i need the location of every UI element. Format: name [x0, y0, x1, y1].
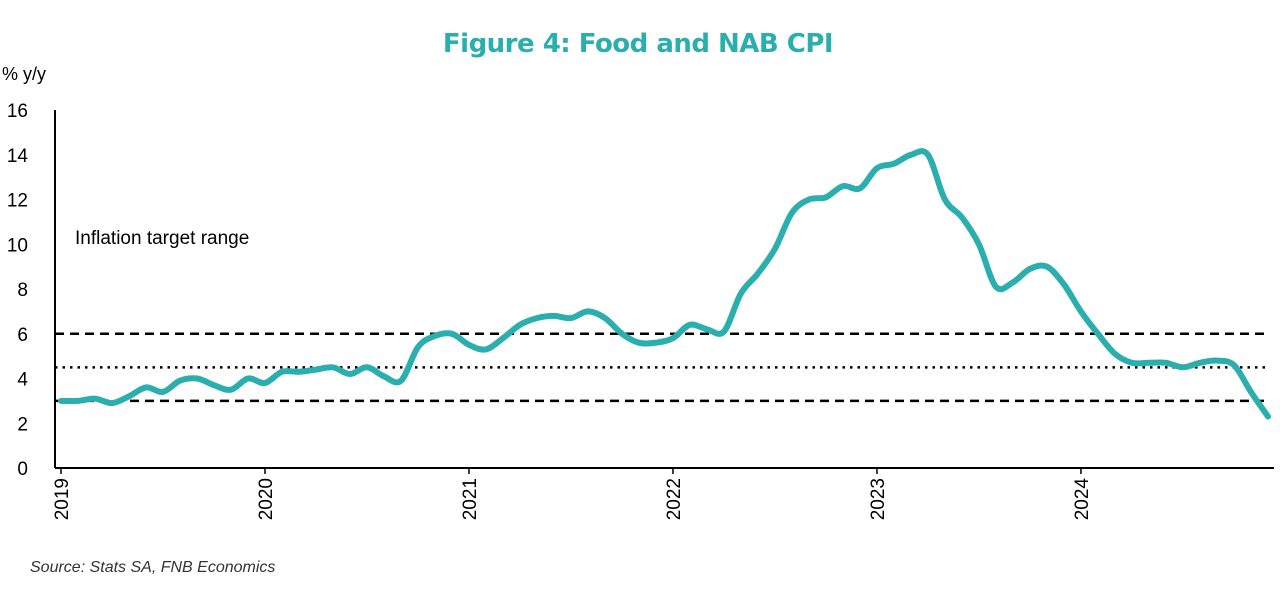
y-tick-label: 2	[17, 414, 28, 435]
x-tick-label: 2023	[868, 478, 889, 520]
chart-source: Source: Stats SA, FNB Economics	[30, 559, 275, 576]
x-tick-label: 2022	[664, 478, 685, 520]
y-tick-label: 0	[17, 459, 28, 480]
y-tick-label: 8	[17, 280, 28, 301]
y-axis-ticks: 0 2 4 6 8 10 12 14 16	[7, 101, 29, 480]
series-line	[58, 148, 1271, 420]
x-tick-label: 2021	[460, 478, 481, 520]
y-axis-label: % y/y	[2, 64, 46, 84]
y-tick-label: 4	[17, 370, 28, 391]
x-tick-label: 2024	[1072, 478, 1093, 521]
series-group	[58, 148, 1271, 420]
y-tick-label: 16	[7, 101, 28, 122]
inflation-target-annotation: Inflation target range	[75, 228, 249, 249]
y-tick-label: 6	[17, 325, 28, 346]
y-tick-label: 12	[7, 191, 28, 212]
reference-lines	[55, 332, 1270, 403]
y-tick-label: 10	[7, 235, 28, 256]
axes	[54, 110, 1274, 469]
chart-title: Figure 4: Food and NAB CPI	[443, 29, 833, 59]
x-tick-label: 2020	[256, 478, 277, 520]
y-tick-label: 14	[7, 146, 29, 167]
x-axis-ticks: 2019 2020 2021 2022 2023 2024	[52, 468, 1093, 520]
x-tick-label: 2019	[52, 478, 73, 520]
